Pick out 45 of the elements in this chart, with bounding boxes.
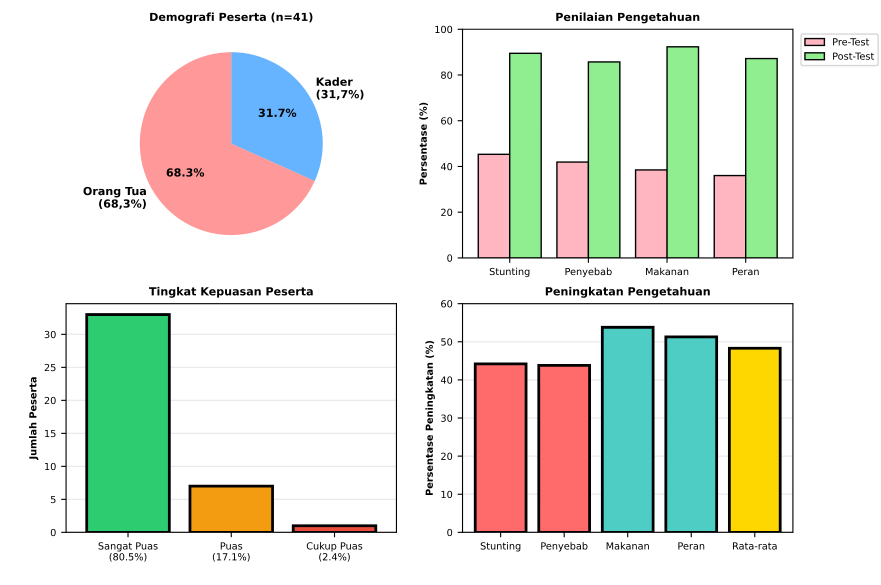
- y-tick-label: 60: [441, 300, 452, 308]
- slice-label: Orang Tua (68,3%): [83, 186, 146, 210]
- y-tick-label: 40: [440, 162, 452, 170]
- y-tick-label: 25: [44, 364, 56, 372]
- y-tick-label: 0: [447, 528, 452, 536]
- chart-title: Demografi Peserta (n=41): [150, 12, 312, 24]
- y-tick-label: 0: [447, 254, 452, 262]
- y-tick-label: 20: [441, 208, 452, 216]
- y-tick-label: 50: [441, 338, 452, 346]
- y-tick-label: 20: [441, 452, 452, 460]
- y-axis-title: Persentase Peningkatan (%): [425, 340, 435, 496]
- y-tick-label: 20: [44, 396, 56, 404]
- x-tick-label: Cukup Puas (2.4%): [306, 542, 362, 562]
- y-axis-title: Jumlah Peserta: [29, 377, 38, 460]
- x-tick-label: Penyebab: [541, 542, 588, 552]
- y-tick-label: 40: [440, 376, 452, 384]
- x-tick-label: Puas (17.1%): [212, 542, 250, 562]
- y-tick-label: 10: [45, 462, 56, 470]
- x-tick-label: Makanan: [646, 268, 688, 276]
- x-tick-label: Sangat Puas (80.5%): [98, 542, 158, 562]
- y-tick-label: 100: [435, 26, 452, 34]
- x-tick-label: Peran: [732, 268, 759, 276]
- chart-title: Tingkat Kepuasan Peserta: [149, 286, 313, 298]
- data-label: 68.3%: [166, 168, 204, 177]
- chart-title: Peningkatan Pengetahuan: [546, 286, 710, 298]
- x-tick-label: Stunting: [480, 542, 520, 552]
- y-tick-label: 30: [441, 414, 452, 422]
- x-tick-label: Makanan: [606, 542, 649, 550]
- x-tick-label: Penyebab: [565, 268, 612, 278]
- slice-label: Kader (31,7%): [316, 77, 364, 100]
- x-tick-label: Rata-rata: [732, 542, 777, 550]
- legend-label: Post-Test: [833, 52, 874, 60]
- x-tick-label: Peran: [678, 542, 704, 550]
- y-tick-label: 0: [50, 528, 56, 536]
- y-tick-label: 5: [50, 496, 56, 504]
- y-axis-title: Persentase (%): [419, 102, 428, 184]
- y-tick-label: 15: [45, 430, 56, 438]
- data-label: 31.7%: [258, 108, 296, 117]
- y-tick-label: 80: [441, 71, 452, 79]
- y-tick-label: 10: [442, 490, 452, 498]
- chart-title: Penilaian Pengetahuan: [556, 12, 700, 24]
- x-tick-label: Stunting: [490, 268, 530, 278]
- legend-label: Pre-Test: [833, 38, 870, 46]
- y-tick-label: 30: [44, 330, 56, 338]
- y-tick-label: 60: [441, 117, 452, 125]
